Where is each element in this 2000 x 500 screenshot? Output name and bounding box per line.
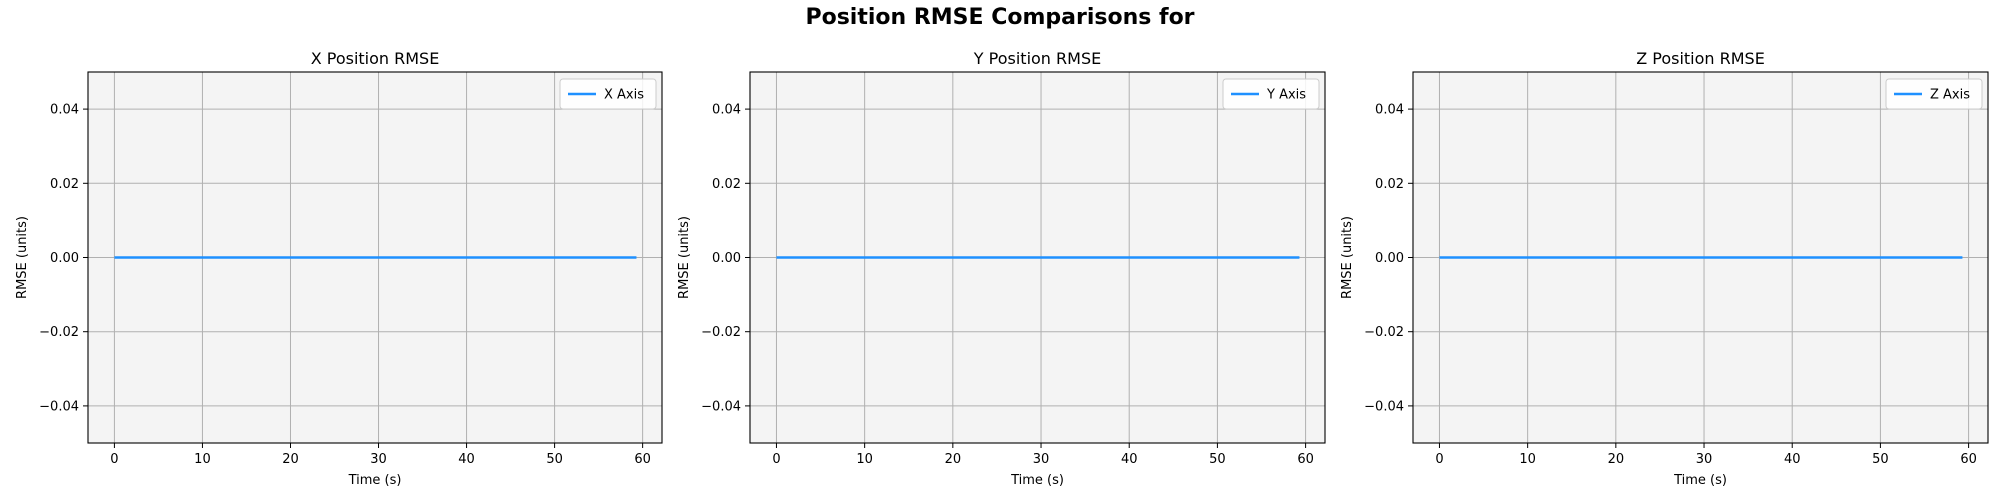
x-axis-label: Time (s)	[348, 473, 402, 488]
x-tick-label: 20	[282, 452, 299, 467]
legend: Y Axis	[1223, 79, 1319, 109]
x-tick-label: 40	[1784, 452, 1801, 467]
x-tick-label: 50	[1209, 452, 1226, 467]
x-tick-label: 10	[194, 452, 211, 467]
legend-label: Z Axis	[1930, 88, 1970, 103]
x-axis-label: Time (s)	[1673, 473, 1727, 488]
legend-label: X Axis	[604, 88, 644, 103]
subplot-3: 0 10 20 30 40 50 60 −0.04 −0.02 0.00 0.02 0.04 Z Pos…	[1340, 49, 1988, 488]
y-tick-label: 0.00	[712, 251, 741, 266]
subplot-1: 0 10 20 30 40 50 60 −0.04 −0.02 0.00 0.02 0.04 X Pos…	[15, 49, 662, 488]
y-tick-label: −0.02	[1364, 325, 1404, 340]
y-axis-label: RMSE (units)	[1340, 216, 1355, 299]
x-tick-label: 40	[458, 452, 475, 467]
y-axis-label: RMSE (units)	[677, 216, 692, 299]
y-tick-label: 0.02	[1375, 177, 1404, 192]
y-tick-label: 0.02	[712, 177, 741, 192]
legend: Z Axis	[1886, 79, 1982, 109]
y-axis-label: RMSE (units)	[15, 216, 30, 299]
x-tick-label: 50	[546, 452, 563, 467]
y-tick-label: −0.04	[1364, 399, 1404, 414]
figure-suptitle: Position RMSE Comparisons for	[0, 5, 2000, 30]
subplot-title: X Position RMSE	[311, 49, 440, 68]
y-tick-label: 0.02	[50, 177, 79, 192]
y-tick-label: −0.02	[39, 325, 79, 340]
subplot-title: Z Position RMSE	[1636, 49, 1765, 68]
x-tick-label: 60	[634, 452, 651, 467]
y-tick-label: 0.04	[1375, 103, 1404, 118]
y-tick-label: −0.04	[701, 399, 741, 414]
y-tick-label: −0.04	[39, 399, 79, 414]
x-tick-label: 10	[1519, 452, 1536, 467]
x-tick-label: 60	[1297, 452, 1314, 467]
y-tick-label: −0.02	[701, 325, 741, 340]
y-tick-label: 0.04	[712, 103, 741, 118]
subplot-2: 0 10 20 30 40 50 60 −0.04 −0.02 0.00 0.02 0.04 Y Pos…	[677, 49, 1325, 488]
x-tick-label: 50	[1872, 452, 1889, 467]
legend: X Axis	[560, 79, 656, 109]
x-tick-label: 60	[1960, 452, 1977, 467]
y-tick-label: 0.00	[50, 251, 79, 266]
x-tick-label: 20	[1608, 452, 1625, 467]
x-tick-label: 0	[110, 452, 118, 467]
y-tick-label: 0.04	[50, 103, 79, 118]
x-tick-label: 0	[772, 452, 780, 467]
x-tick-label: 10	[856, 452, 873, 467]
y-tick-label: 0.00	[1375, 251, 1404, 266]
x-tick-label: 30	[370, 452, 387, 467]
x-tick-label: 30	[1033, 452, 1050, 467]
legend-label: Y Axis	[1266, 88, 1306, 103]
x-tick-label: 30	[1696, 452, 1713, 467]
subplot-title: Y Position RMSE	[973, 49, 1101, 68]
x-axis-label: Time (s)	[1010, 473, 1064, 488]
x-tick-label: 40	[1121, 452, 1138, 467]
x-tick-label: 20	[945, 452, 962, 467]
x-tick-label: 0	[1435, 452, 1443, 467]
